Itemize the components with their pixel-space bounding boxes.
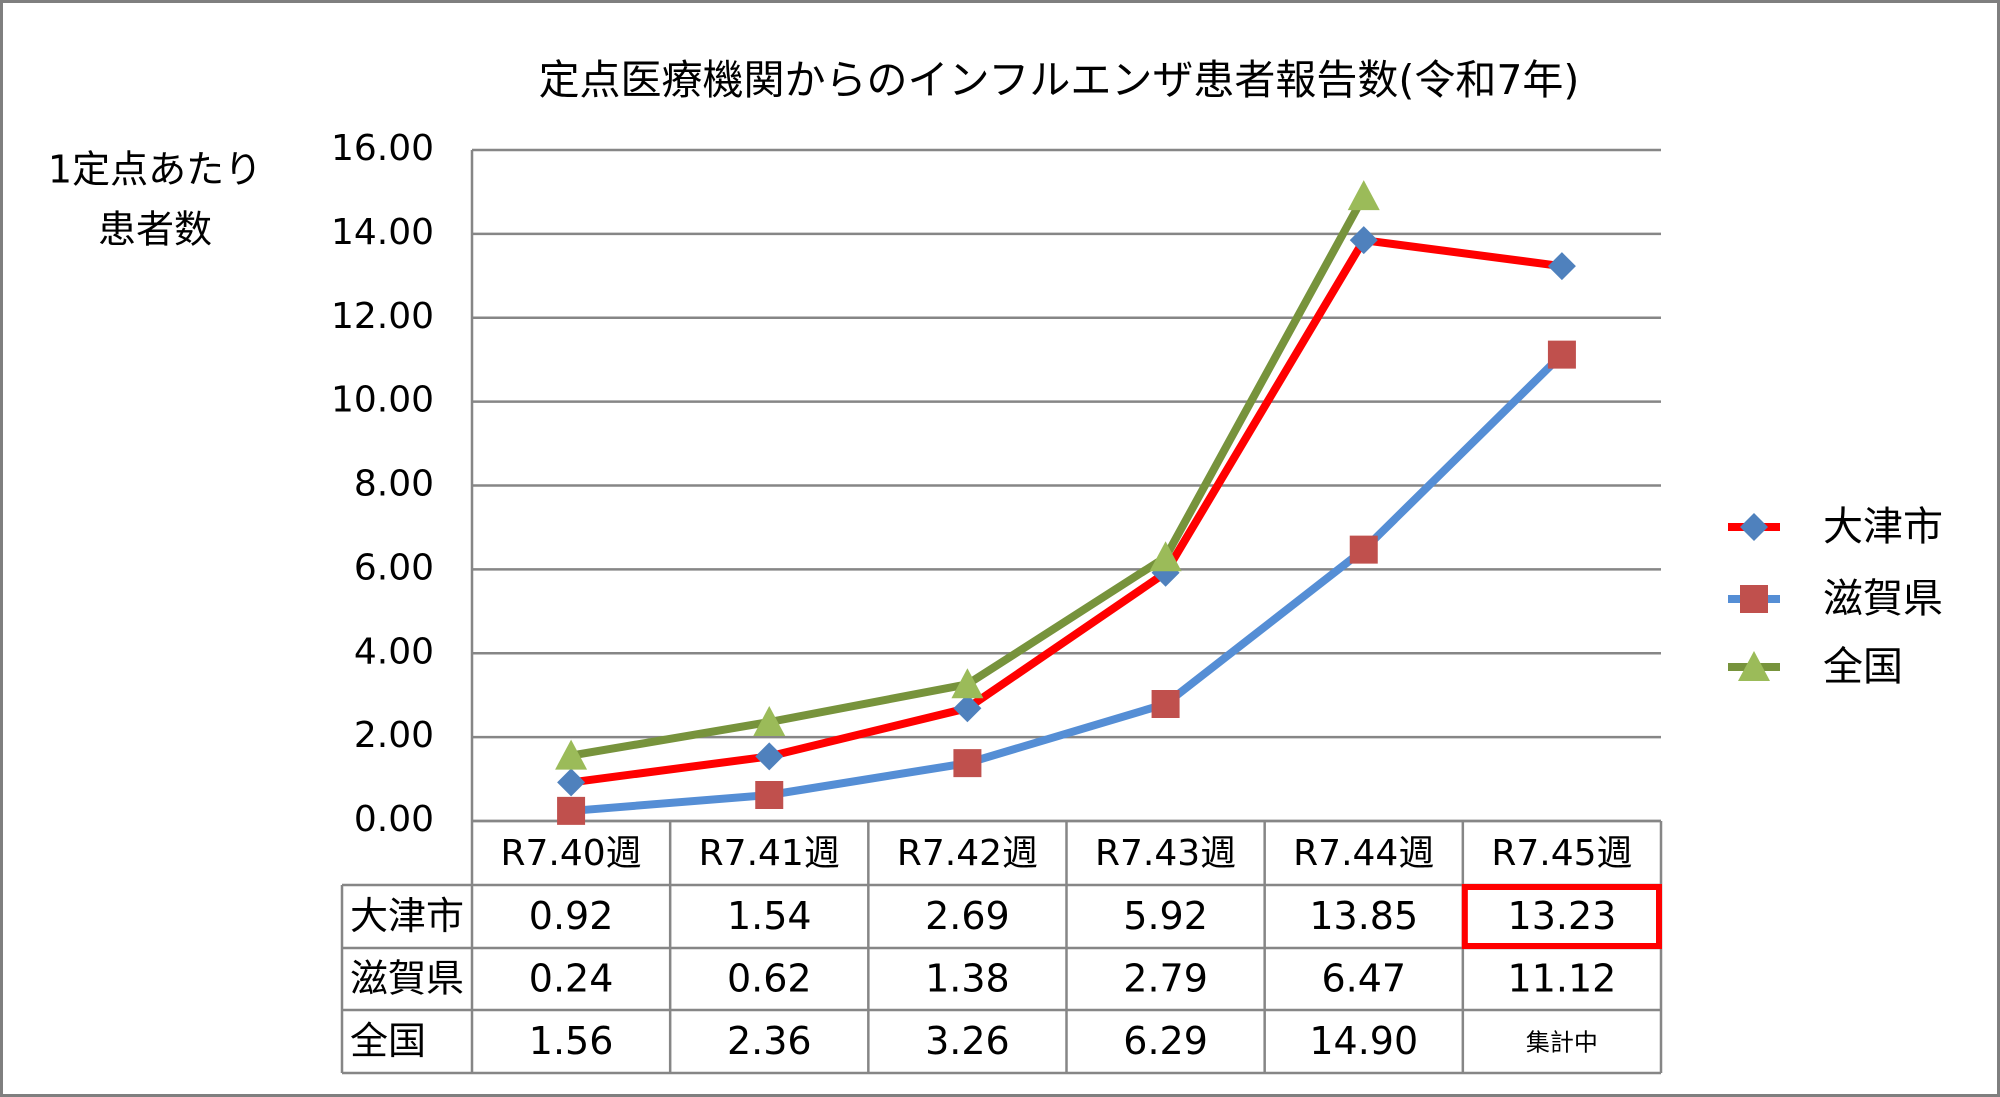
data-point xyxy=(755,742,784,771)
y-tick-label: 0.00 xyxy=(354,799,434,840)
x-tick-label: R7.44週 xyxy=(1293,833,1434,874)
data-point xyxy=(557,768,586,797)
legend-label: 大津市 xyxy=(1823,504,1943,550)
data-point xyxy=(1349,535,1378,564)
table-cell: 0.62 xyxy=(727,957,812,1001)
x-tick-label: R7.43週 xyxy=(1095,833,1236,874)
table-cell: 0.24 xyxy=(529,957,614,1001)
data-point xyxy=(1347,180,1380,211)
y-tick-label: 14.00 xyxy=(331,212,434,253)
highlight-box xyxy=(1461,884,1663,949)
table-cell: 2.79 xyxy=(1123,957,1208,1001)
table-cell: 1.54 xyxy=(727,894,812,938)
data-point xyxy=(1547,340,1576,369)
legend-marker xyxy=(1740,585,1768,613)
table-cell: 1.38 xyxy=(925,957,1010,1001)
x-tick-label: R7.40週 xyxy=(500,833,641,874)
data-point xyxy=(953,749,982,778)
table-row-header: 全国 xyxy=(350,1019,426,1063)
series-line xyxy=(570,351,1565,815)
data-point xyxy=(1149,541,1182,572)
x-tick-label: R7.42週 xyxy=(897,833,1038,874)
x-tick-label: R7.45週 xyxy=(1491,833,1632,874)
legend-marker xyxy=(1740,513,1768,541)
series-line xyxy=(570,236,1563,787)
data-point xyxy=(953,694,982,723)
legend-label: 滋賀県 xyxy=(1823,576,1943,622)
table-cell: 13.85 xyxy=(1309,894,1418,938)
y-tick-label: 12.00 xyxy=(331,296,434,337)
table-cell: 13.23 xyxy=(1508,894,1617,938)
chart-title: 定点医療機関からのインフルエンザ患者報告数(令和7年) xyxy=(539,56,1580,104)
table-cell: 2.69 xyxy=(925,894,1010,938)
y-tick-label: 2.00 xyxy=(354,715,434,756)
y-tick-label: 8.00 xyxy=(354,464,434,505)
y-axis-label: 患者数 xyxy=(98,208,212,252)
table-cell: 2.36 xyxy=(727,1019,812,1063)
data-point xyxy=(1349,226,1378,255)
table-row-header: 滋賀県 xyxy=(350,957,464,1001)
data-point xyxy=(555,739,588,770)
table-cell: 6.29 xyxy=(1123,1019,1208,1063)
legend-label: 全国 xyxy=(1823,644,1903,690)
table-cell: 1.56 xyxy=(529,1019,614,1063)
legend-marker xyxy=(1738,651,1770,681)
data-point xyxy=(1151,689,1180,718)
data-point xyxy=(557,796,586,825)
table-row-header: 大津市 xyxy=(350,894,464,938)
data-point xyxy=(951,668,984,699)
x-tick-label: R7.41週 xyxy=(699,833,840,874)
y-tick-label: 16.00 xyxy=(331,128,434,169)
y-tick-label: 10.00 xyxy=(331,380,434,421)
y-tick-label: 6.00 xyxy=(354,547,434,588)
data-point xyxy=(1547,252,1576,281)
table-cell: 6.47 xyxy=(1321,957,1406,1001)
table-cell: 5.92 xyxy=(1123,894,1208,938)
data-point xyxy=(755,780,784,809)
table-cell: 0.92 xyxy=(529,894,614,938)
y-tick-label: 4.00 xyxy=(354,631,434,672)
table-cell: 11.12 xyxy=(1508,957,1617,1001)
table-cell: 3.26 xyxy=(925,1019,1010,1063)
table-cell: 14.90 xyxy=(1309,1019,1418,1063)
y-axis-label: 1定点あたり xyxy=(48,148,262,192)
table-cell: 集計中 xyxy=(1526,1029,1598,1057)
data-point xyxy=(753,706,786,737)
